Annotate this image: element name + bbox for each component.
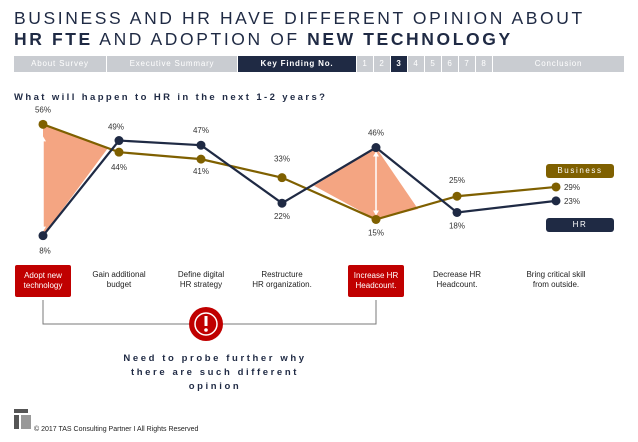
gap-arrow-head-top-0	[40, 136, 46, 142]
point-hr-0	[38, 231, 48, 241]
category-label-5: Decrease HR Headcount.	[432, 270, 481, 289]
data-labels: 56% 44% 41% 33% 15% 25% 29% 8% 49% 47% 22% 46% 18% 23…	[35, 105, 580, 255]
nav-tab-about-survey[interactable]: About Survey	[14, 56, 106, 72]
legend-hr: HR	[546, 218, 614, 232]
gap-area-increase-headcount	[314, 147, 418, 220]
label-hr-1: 49%	[108, 123, 124, 132]
page-title: BUSINESS AND HR HAVE DIFFERENT OPINION A…	[14, 8, 585, 50]
gap-arrows	[40, 136, 379, 232]
category-label-4: Increase HR Headcount.	[348, 265, 404, 297]
data-points	[38, 119, 561, 241]
gap-areas	[43, 124, 418, 236]
label-business-4: 15%	[368, 228, 384, 237]
warning-icon-dot	[204, 328, 208, 332]
category-label-3: Restructure HR organization.	[252, 270, 312, 289]
logo-block	[21, 415, 31, 429]
label-business-1: 44%	[111, 163, 127, 172]
point-business-5	[452, 191, 462, 201]
point-business-3	[277, 173, 287, 183]
title-line-2: HR FTE AND ADOPTION OF NEW TECHNOLOGY	[14, 29, 585, 50]
point-business-6	[551, 182, 561, 192]
label-hr-6: 23%	[564, 197, 580, 206]
point-hr-3	[277, 198, 287, 208]
gap-area-adopt-tech	[43, 124, 108, 236]
title-emphasis-hr-fte: HR FTE	[14, 29, 93, 49]
nav-tab-4[interactable]: 4	[408, 56, 424, 72]
probe-line-1: Need to probe further why	[123, 353, 307, 364]
warning-icon-ring	[194, 312, 218, 336]
company-logo	[14, 409, 31, 429]
nav-tab-5[interactable]: 5	[425, 56, 441, 72]
gap-arrow-head-bottom-0	[40, 226, 46, 232]
title-line-1: BUSINESS AND HR HAVE DIFFERENT OPINION A…	[14, 8, 585, 28]
label-business-6: 29%	[564, 183, 580, 192]
label-hr-3: 22%	[274, 212, 290, 221]
point-hr-5	[452, 207, 462, 217]
nav-tab-7[interactable]: 7	[459, 56, 475, 72]
point-business-2	[196, 154, 206, 164]
label-business-0: 56%	[35, 105, 51, 114]
title-emphasis-new-tech: NEW TECHNOLOGY	[307, 29, 513, 49]
category-label-2: Define digital HR strategy	[177, 270, 225, 289]
label-hr-0: 8%	[39, 247, 51, 256]
point-hr-4	[371, 143, 381, 153]
probe-line-2: there are such different opinion	[131, 367, 299, 392]
nav-tab-1[interactable]: 1	[357, 56, 373, 72]
category-label-0: Adopt new technology	[15, 265, 71, 297]
logo-bar-top	[14, 409, 28, 413]
nav-tab-key-finding[interactable]: Key Finding No.	[238, 56, 356, 72]
gap-arrow-head-bottom-4	[373, 210, 379, 216]
nav-tab-6[interactable]: 6	[442, 56, 458, 72]
category-label-6: Bring critical skill from outside.	[526, 270, 586, 289]
warning-icon	[189, 307, 223, 341]
title-middle: AND ADOPTION OF	[92, 29, 308, 49]
label-business-5: 25%	[449, 176, 465, 185]
label-hr-2: 47%	[193, 126, 209, 135]
nav-tab-conclusion[interactable]: Conclusion	[493, 56, 624, 72]
label-business-3: 33%	[274, 155, 290, 164]
point-hr-1	[114, 136, 124, 146]
chart-subtitle: What will happen to HR in the next 1-2 y…	[14, 92, 328, 103]
footer-copyright: © 2017 TAS Consulting Partner I All Righ…	[34, 426, 199, 433]
nav-tab-3[interactable]: 3	[391, 56, 407, 72]
point-business-4	[371, 214, 381, 224]
legend-business: Business	[546, 164, 614, 178]
point-business-1	[114, 147, 124, 157]
section-nav: About Survey Executive Summary Key Findi…	[14, 56, 624, 72]
label-business-2: 41%	[193, 167, 209, 176]
point-business-0	[38, 119, 48, 129]
warning-icon-bar	[204, 316, 208, 326]
nav-tab-8[interactable]: 8	[476, 56, 492, 72]
gap-arrow-head-top-4	[373, 151, 379, 157]
label-hr-4: 46%	[368, 129, 384, 138]
nav-tab-2[interactable]: 2	[374, 56, 390, 72]
category-label-1: Gain additional budget	[92, 270, 146, 289]
point-hr-2	[196, 140, 206, 150]
logo-bar-left	[14, 415, 19, 429]
nav-tab-executive-summary[interactable]: Executive Summary	[107, 56, 237, 72]
point-hr-6	[551, 196, 561, 206]
label-hr-5: 18%	[449, 221, 465, 230]
probe-message: Need to probe further why there are such…	[110, 352, 320, 394]
